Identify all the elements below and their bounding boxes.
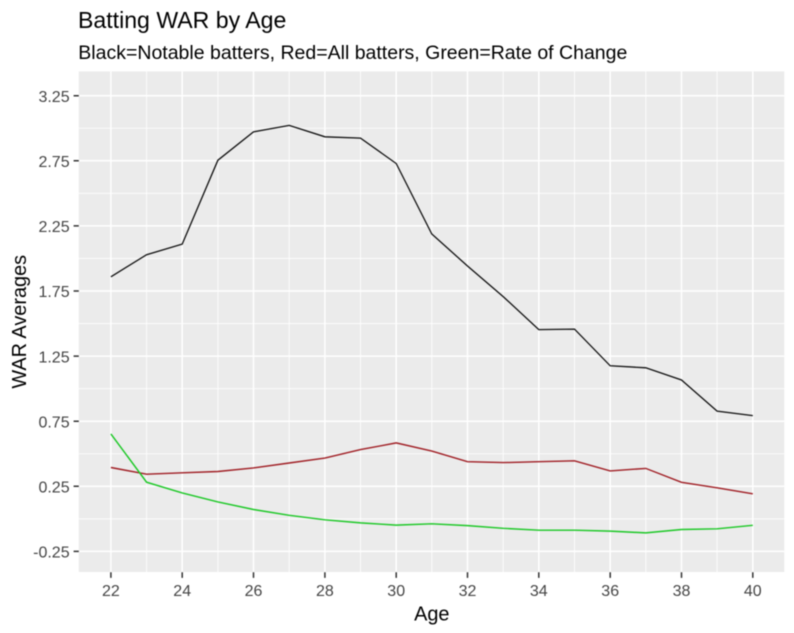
svg-text:34: 34: [530, 583, 548, 600]
svg-text:26: 26: [245, 583, 263, 600]
svg-text:24: 24: [173, 583, 191, 600]
svg-text:2.75: 2.75: [38, 154, 69, 171]
svg-text:40: 40: [744, 583, 762, 600]
svg-text:38: 38: [673, 583, 691, 600]
svg-text:1.75: 1.75: [38, 284, 69, 301]
svg-text:Age: Age: [414, 603, 449, 625]
svg-text:28: 28: [316, 583, 334, 600]
svg-text:-0.25: -0.25: [33, 545, 70, 562]
svg-text:2.25: 2.25: [38, 219, 69, 236]
svg-text:Batting WAR by Age: Batting WAR by Age: [78, 7, 286, 33]
svg-text:Black=Notable batters, Red=All: Black=Notable batters, Red=All batters, …: [78, 42, 627, 64]
svg-text:WAR Averages: WAR Averages: [9, 255, 31, 389]
svg-text:0.25: 0.25: [38, 480, 69, 497]
svg-text:0.75: 0.75: [38, 414, 69, 431]
svg-text:22: 22: [102, 583, 120, 600]
svg-text:36: 36: [601, 583, 619, 600]
svg-text:32: 32: [459, 583, 477, 600]
svg-text:30: 30: [387, 583, 405, 600]
svg-text:3.25: 3.25: [38, 89, 69, 106]
svg-text:1.25: 1.25: [38, 349, 69, 366]
